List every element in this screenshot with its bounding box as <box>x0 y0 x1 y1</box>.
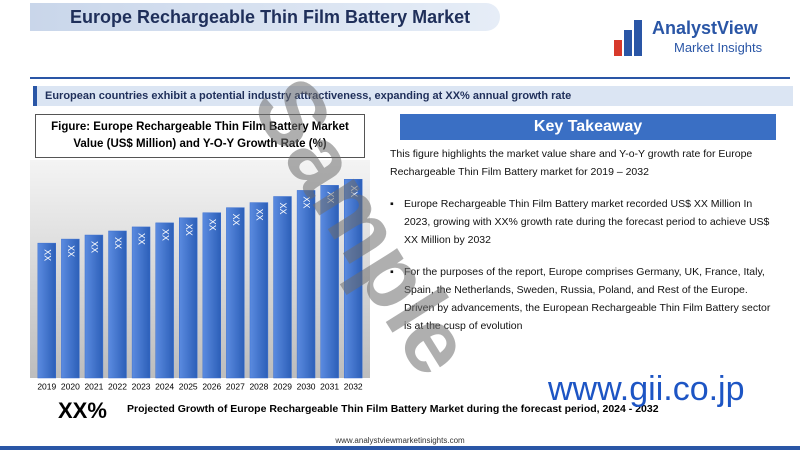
bar <box>84 234 104 379</box>
footer-bar <box>0 446 800 450</box>
figure-title: Figure: Europe Rechargeable Thin Film Ba… <box>35 114 365 158</box>
chart: XX 2019 XX 2020 XX 2021 XX 2022 XX 2023 XX 2024 XX 20… <box>30 160 370 391</box>
bar <box>37 242 56 379</box>
x-tick-label: 2027 <box>226 381 245 391</box>
bar-label: XX <box>137 233 147 245</box>
x-tick-label: 2020 <box>61 381 80 391</box>
logo: AnalystView Market Insights <box>614 18 763 56</box>
bar <box>155 222 174 379</box>
x-tick-label: 2022 <box>108 381 127 391</box>
bar <box>131 226 151 379</box>
bar-label: XX <box>278 202 288 214</box>
x-tick-label: 2032 <box>344 381 363 391</box>
bar <box>249 202 269 379</box>
x-tick-label: 2021 <box>84 381 103 391</box>
logo-sub: Market Insights <box>674 40 763 55</box>
bar-label: XX <box>325 191 335 203</box>
bar <box>226 207 245 379</box>
x-tick-label: 2023 <box>132 381 151 391</box>
bar-label: XX <box>207 219 217 231</box>
bar-label: XX <box>349 185 359 197</box>
x-tick-label: 2031 <box>320 381 339 391</box>
bar <box>179 217 198 379</box>
bar <box>108 230 127 379</box>
title: Europe Rechargeable Thin Film Battery Ma… <box>30 3 500 31</box>
key-takeaway-title: Key Takeaway <box>400 114 776 140</box>
x-tick-label: 2028 <box>249 381 268 391</box>
rule <box>30 77 790 79</box>
x-tick-label: 2025 <box>179 381 198 391</box>
bar-label: XX <box>231 214 241 226</box>
bar-label: XX <box>113 237 123 249</box>
bar <box>344 179 363 379</box>
bar-label: XX <box>90 241 100 253</box>
paragraph: For the purposes of the report, Europe c… <box>390 263 780 335</box>
key-takeaway: This figure highlights the market value … <box>390 145 780 349</box>
logo-name: AnalystView <box>652 18 759 38</box>
paragraph: This figure highlights the market value … <box>390 148 753 178</box>
x-tick-label: 2024 <box>155 381 174 391</box>
x-tick-label: 2030 <box>297 381 316 391</box>
projection-value: XX% <box>58 398 107 423</box>
bar-label: XX <box>42 249 52 261</box>
bar-label: XX <box>66 245 76 257</box>
paragraph: Europe Rechargeable Thin Film Battery ma… <box>390 195 780 249</box>
bar <box>202 212 221 379</box>
bar <box>320 185 339 379</box>
bar-label: XX <box>302 196 312 208</box>
subheading: European countries exhibit a potential i… <box>33 86 793 106</box>
bar-label: XX <box>160 229 170 241</box>
x-tick-label: 2026 <box>202 381 221 391</box>
bar <box>296 190 316 379</box>
bar-label: XX <box>184 224 194 236</box>
footer: www.analystviewmarketinsights.com <box>335 436 465 445</box>
bar <box>273 196 292 379</box>
bar-label: XX <box>255 209 265 221</box>
bar <box>61 238 80 379</box>
x-tick-label: 2019 <box>37 381 56 391</box>
watermark: www.gii.co.jp <box>548 370 745 408</box>
projection-text: Projected Growth of Europe Rechargeable … <box>127 403 659 415</box>
x-tick-label: 2029 <box>273 381 292 391</box>
